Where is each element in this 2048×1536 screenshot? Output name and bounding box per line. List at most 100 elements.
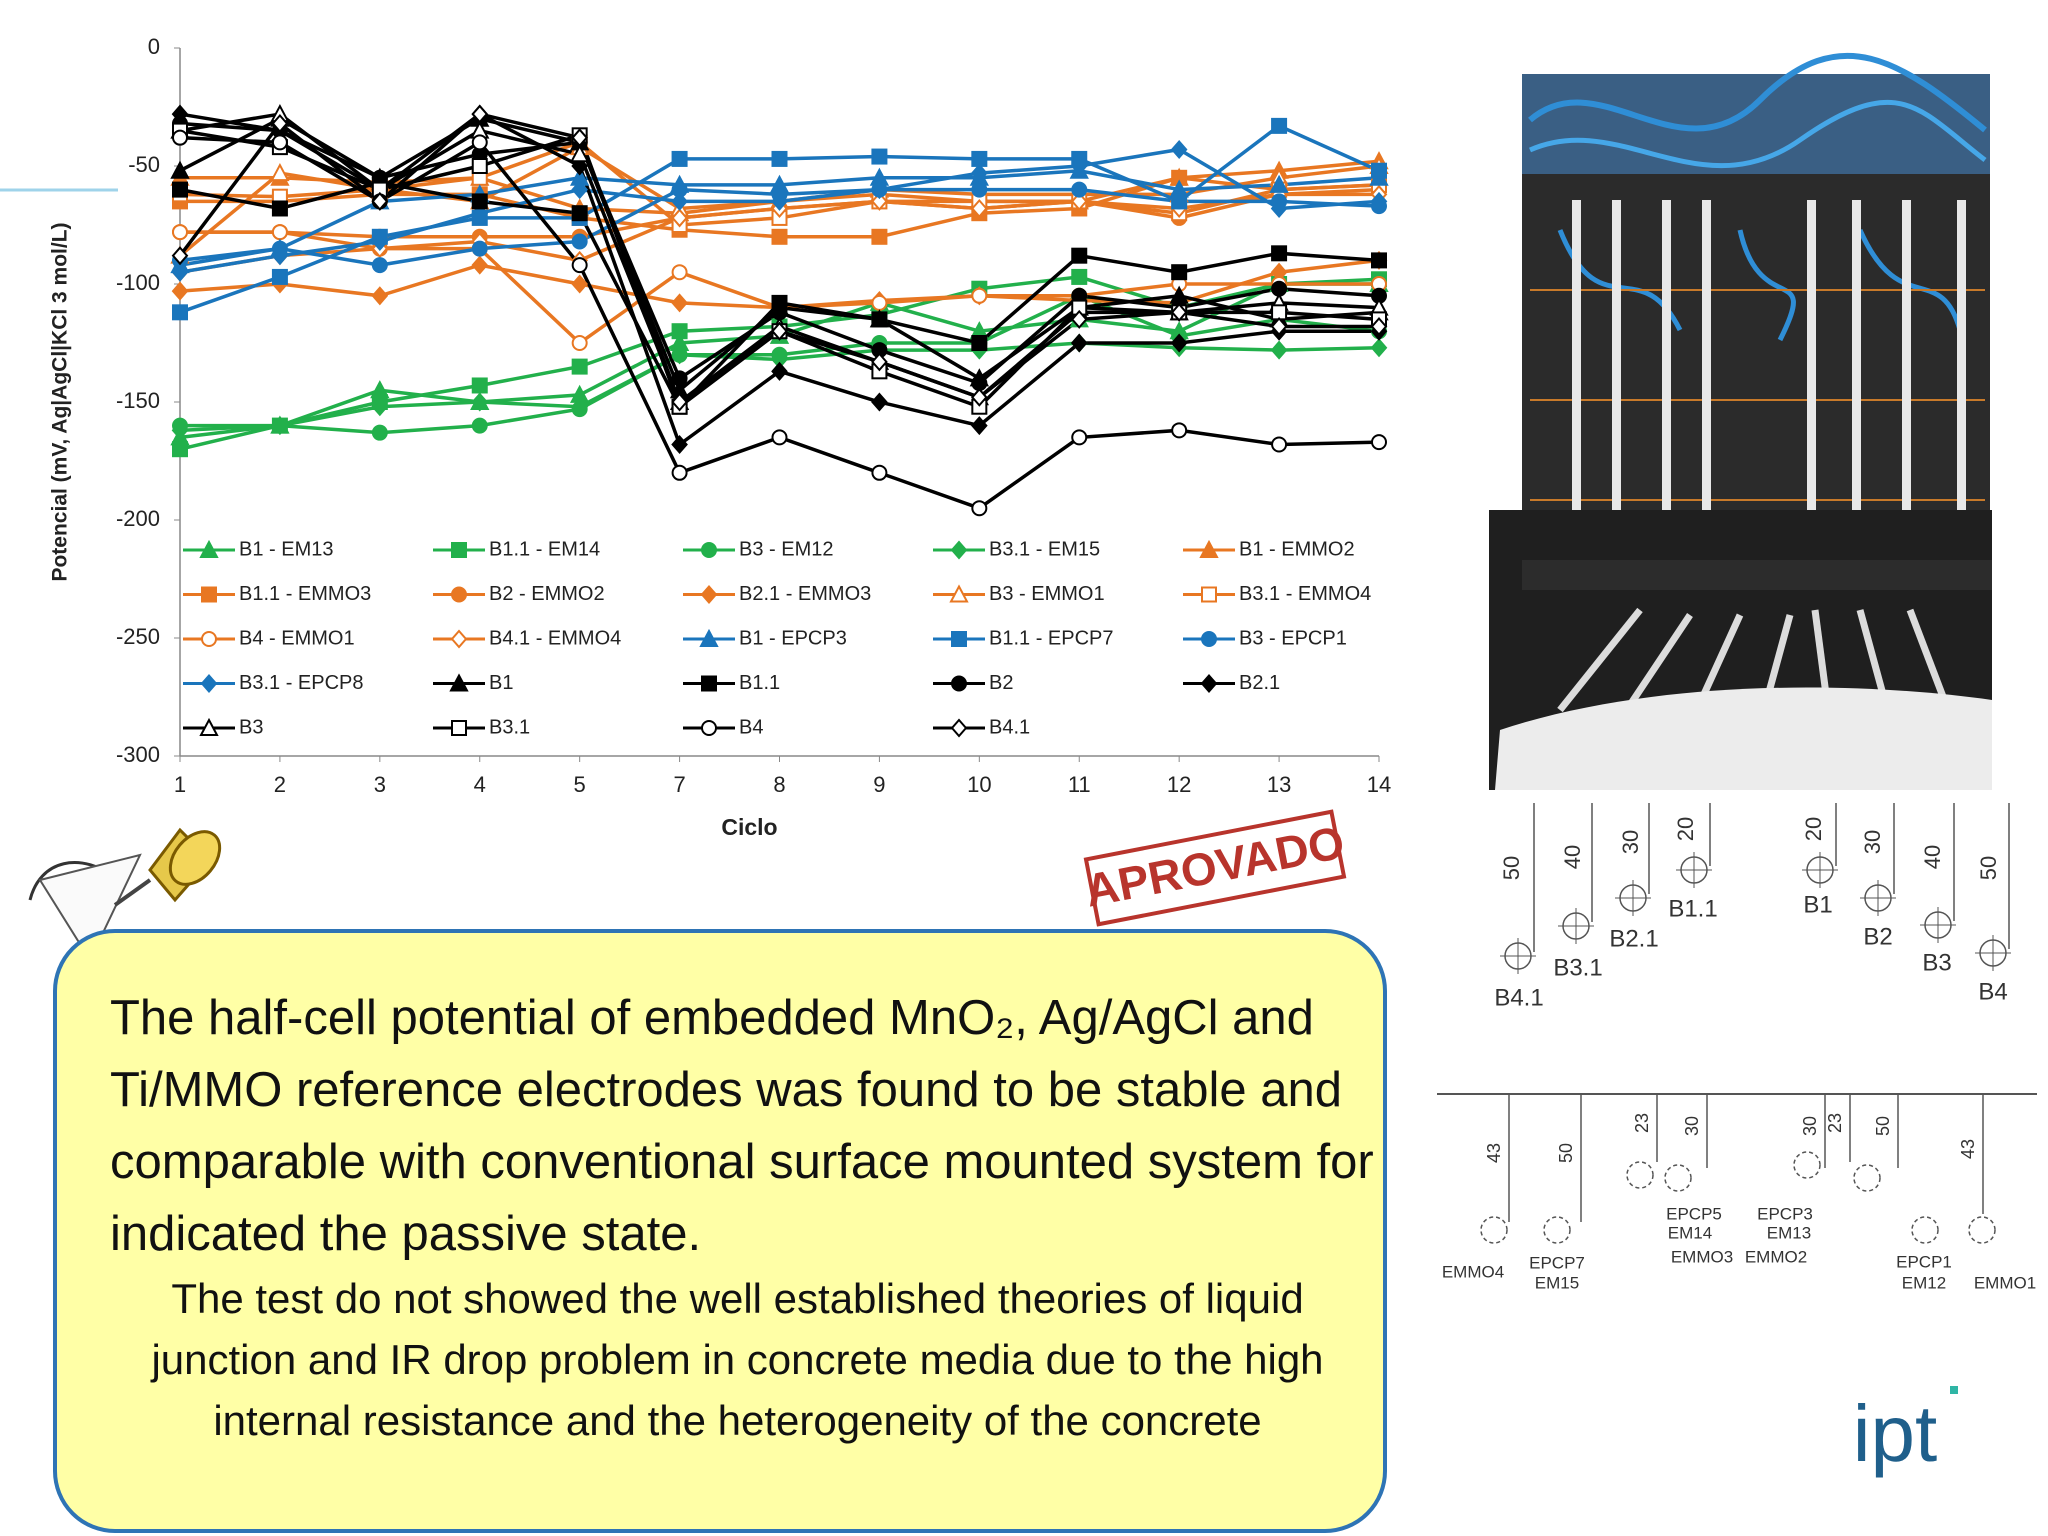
data-point [171, 281, 189, 301]
data-point [371, 397, 389, 417]
dimension-label: 20 [1673, 817, 1698, 841]
legend-marker [201, 586, 217, 603]
data-point [571, 233, 588, 250]
legend-marker [1200, 673, 1218, 694]
data-point [1370, 338, 1388, 358]
dimension-label: 30 [1682, 1116, 1702, 1136]
data-point [671, 150, 688, 167]
legend-marker [1201, 631, 1217, 647]
electrode [1968, 1216, 1996, 1244]
y-tick-label: -200 [116, 506, 160, 531]
electrode [1853, 1164, 1881, 1192]
legend-label: B2 - EMMO2 [489, 583, 605, 605]
data-point [971, 500, 988, 517]
legend-marker [701, 720, 717, 736]
x-tick-label: 5 [574, 772, 586, 797]
data-point [1171, 422, 1188, 439]
data-point [371, 232, 389, 252]
x-tick-label: 11 [1068, 772, 1091, 797]
electrode [1664, 1164, 1692, 1192]
y-tick-label: -100 [116, 270, 160, 295]
electrode-label: EMMO1 [1974, 1273, 2036, 1292]
electrode-label: B3.1 [1553, 954, 1602, 981]
data-point [271, 416, 289, 436]
data-point [271, 224, 288, 241]
legend-label: B4 - EMMO1 [239, 627, 355, 649]
x-tick-label: 1 [174, 772, 186, 797]
electrode-label: EPCP1 [1896, 1252, 1952, 1271]
data-point [471, 377, 488, 394]
data-point [971, 387, 988, 407]
electrode-label: EM13 [1767, 1223, 1811, 1242]
data-point [671, 392, 688, 412]
data-point [871, 311, 888, 328]
electrode-label: EMMO4 [1442, 1262, 1504, 1281]
data-point [172, 441, 188, 458]
legend-label: B3 [239, 716, 263, 738]
electrode-label: B2.1 [1609, 925, 1658, 952]
x-tick-label: 12 [1167, 772, 1191, 797]
legend-label: B1 - EPCP3 [739, 627, 847, 649]
data-point [471, 158, 488, 174]
data-point [571, 205, 588, 222]
legend-marker [949, 584, 969, 603]
data-point [571, 128, 588, 148]
legend-label: B3 - EM12 [739, 538, 833, 560]
legend-marker [950, 540, 968, 560]
dimension-label: 30 [1618, 830, 1643, 854]
data-point [371, 286, 389, 306]
logo-dot [1950, 1386, 1958, 1394]
data-point [1070, 333, 1088, 353]
dimension-label: 23 [1632, 1113, 1652, 1133]
legend-label: B3 - EMMO1 [989, 583, 1105, 605]
dimension-label: 30 [1800, 1116, 1820, 1136]
data-point [1071, 247, 1088, 264]
x-tick-label: 7 [673, 772, 685, 797]
dimension-label: 50 [1556, 1143, 1576, 1163]
data-point [1070, 309, 1088, 329]
legend-marker [951, 675, 967, 692]
legend-label: B1.1 - EM14 [489, 538, 600, 560]
data-point [571, 257, 588, 274]
data-point [1270, 340, 1288, 360]
y-tick-label: -250 [116, 624, 160, 649]
data-point [1171, 193, 1188, 210]
legend-marker [700, 584, 718, 605]
data-point [171, 420, 189, 440]
dimension-label: 23 [1825, 1113, 1845, 1133]
electrode-label: B1.1 [1668, 895, 1717, 922]
data-point [871, 180, 888, 200]
electrode-label: EMMO2 [1745, 1247, 1807, 1266]
electrode-label: B2 [1863, 923, 1892, 950]
data-point [1071, 429, 1088, 446]
data-point [172, 304, 188, 321]
legend-label: B1 - EM13 [239, 538, 333, 560]
dimension-label: 20 [1801, 817, 1826, 841]
legend-marker [701, 675, 717, 692]
dimension-label: 50 [1976, 856, 2001, 880]
electrode [1911, 1216, 1939, 1244]
photo [1489, 52, 1992, 790]
legend-marker [201, 631, 217, 647]
electrode [1480, 1216, 1508, 1244]
dimension-label: 43 [1958, 1139, 1978, 1159]
legend-marker [451, 720, 467, 736]
data-point [1371, 162, 1387, 179]
electrode-label: EM12 [1902, 1273, 1946, 1292]
data-point [571, 180, 588, 200]
data-point [371, 191, 389, 211]
data-point [771, 429, 788, 446]
data-point [671, 208, 688, 228]
data-point [371, 424, 388, 441]
data-point [871, 294, 888, 311]
data-point [971, 198, 988, 218]
dimension-label: 50 [1873, 1116, 1893, 1136]
x-tick-label: 10 [967, 772, 991, 797]
data-point [471, 193, 488, 210]
data-point [571, 358, 588, 375]
electrode-label: B4.1 [1494, 984, 1543, 1011]
data-point [671, 191, 688, 211]
legend-label: B1.1 [739, 672, 780, 694]
